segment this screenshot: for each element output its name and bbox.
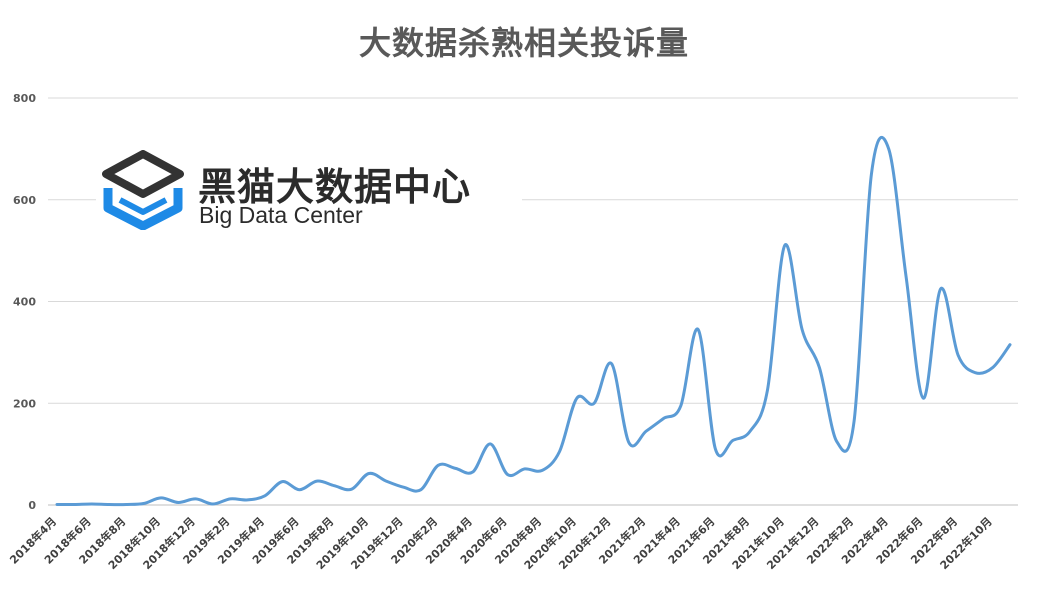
- x-axis-ticks: 2018年4月2018年6月2018年8月2018年10月2018年12月201…: [7, 514, 995, 572]
- y-tick-label: 400: [13, 296, 36, 309]
- series-line: [55, 136, 1012, 507]
- logo-backdrop: [96, 142, 522, 238]
- chart-title: 大数据杀熟相关投诉量: [358, 24, 689, 62]
- watermark-logo: 黑猫大数据中心 Big Data Center: [98, 148, 528, 238]
- y-tick-label: 0: [28, 499, 36, 512]
- y-axis-ticks: 0 200 400 600 800: [13, 92, 36, 512]
- logo-name: 黑猫大数据中心: [198, 165, 472, 209]
- y-tick-label: 200: [13, 397, 36, 410]
- y-tick-label: 800: [13, 92, 36, 105]
- graduation-cap-box-icon: [102, 150, 184, 230]
- logo-subtitle: Big Data Center: [199, 202, 363, 228]
- series-line-layer: [55, 136, 1012, 507]
- y-tick-label: 600: [13, 194, 36, 207]
